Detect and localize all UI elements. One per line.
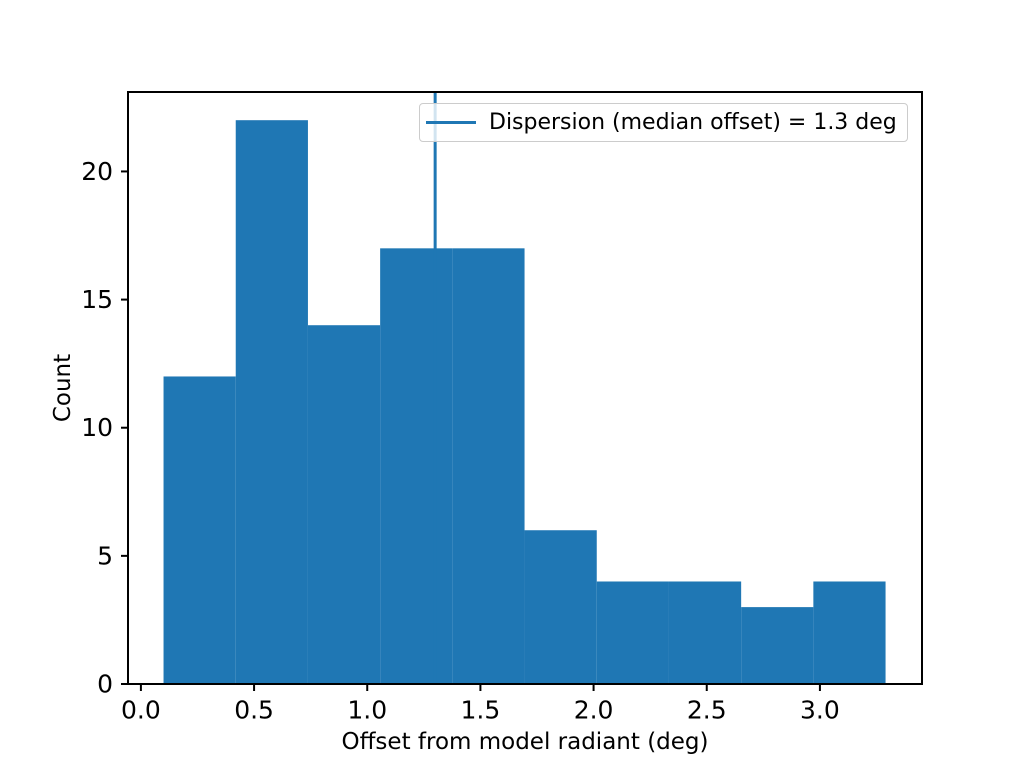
histogram-bar [307, 325, 381, 684]
x-axis-label: Offset from model radiant (deg) [341, 729, 709, 755]
x-tick-label: 3.0 [800, 695, 840, 724]
y-tick-label: 5 [97, 541, 113, 570]
legend-vline-sample-icon [426, 121, 476, 124]
axes-frame [127, 91, 923, 685]
y-tick-label: 0 [97, 670, 113, 699]
x-tick-label: 2.5 [687, 695, 727, 724]
histogram-bar [741, 607, 814, 684]
y-tick-label: 10 [81, 413, 113, 442]
x-tick-label: 1.0 [347, 695, 387, 724]
histogram-bar [668, 581, 742, 684]
y-tick-label: 20 [81, 157, 113, 186]
histogram-bar [163, 376, 236, 684]
y-axis-label: Count [50, 353, 76, 423]
x-tick-label: 1.5 [461, 695, 501, 724]
histogram-bar [596, 581, 669, 684]
histogram-bar [452, 248, 525, 684]
legend-label: Dispersion (median offset) = 1.3 deg [489, 110, 897, 135]
histogram-bar [235, 120, 308, 684]
x-tick-label: 0.0 [121, 695, 161, 724]
histogram-bar [380, 248, 453, 684]
x-tick-label: 2.0 [574, 695, 614, 724]
x-tick-label: 0.5 [234, 695, 274, 724]
histogram-bar [813, 581, 886, 684]
legend-box: Dispersion (median offset) = 1.3 deg [419, 103, 908, 142]
histogram-bar [524, 530, 597, 684]
y-tick-label: 15 [81, 285, 113, 314]
